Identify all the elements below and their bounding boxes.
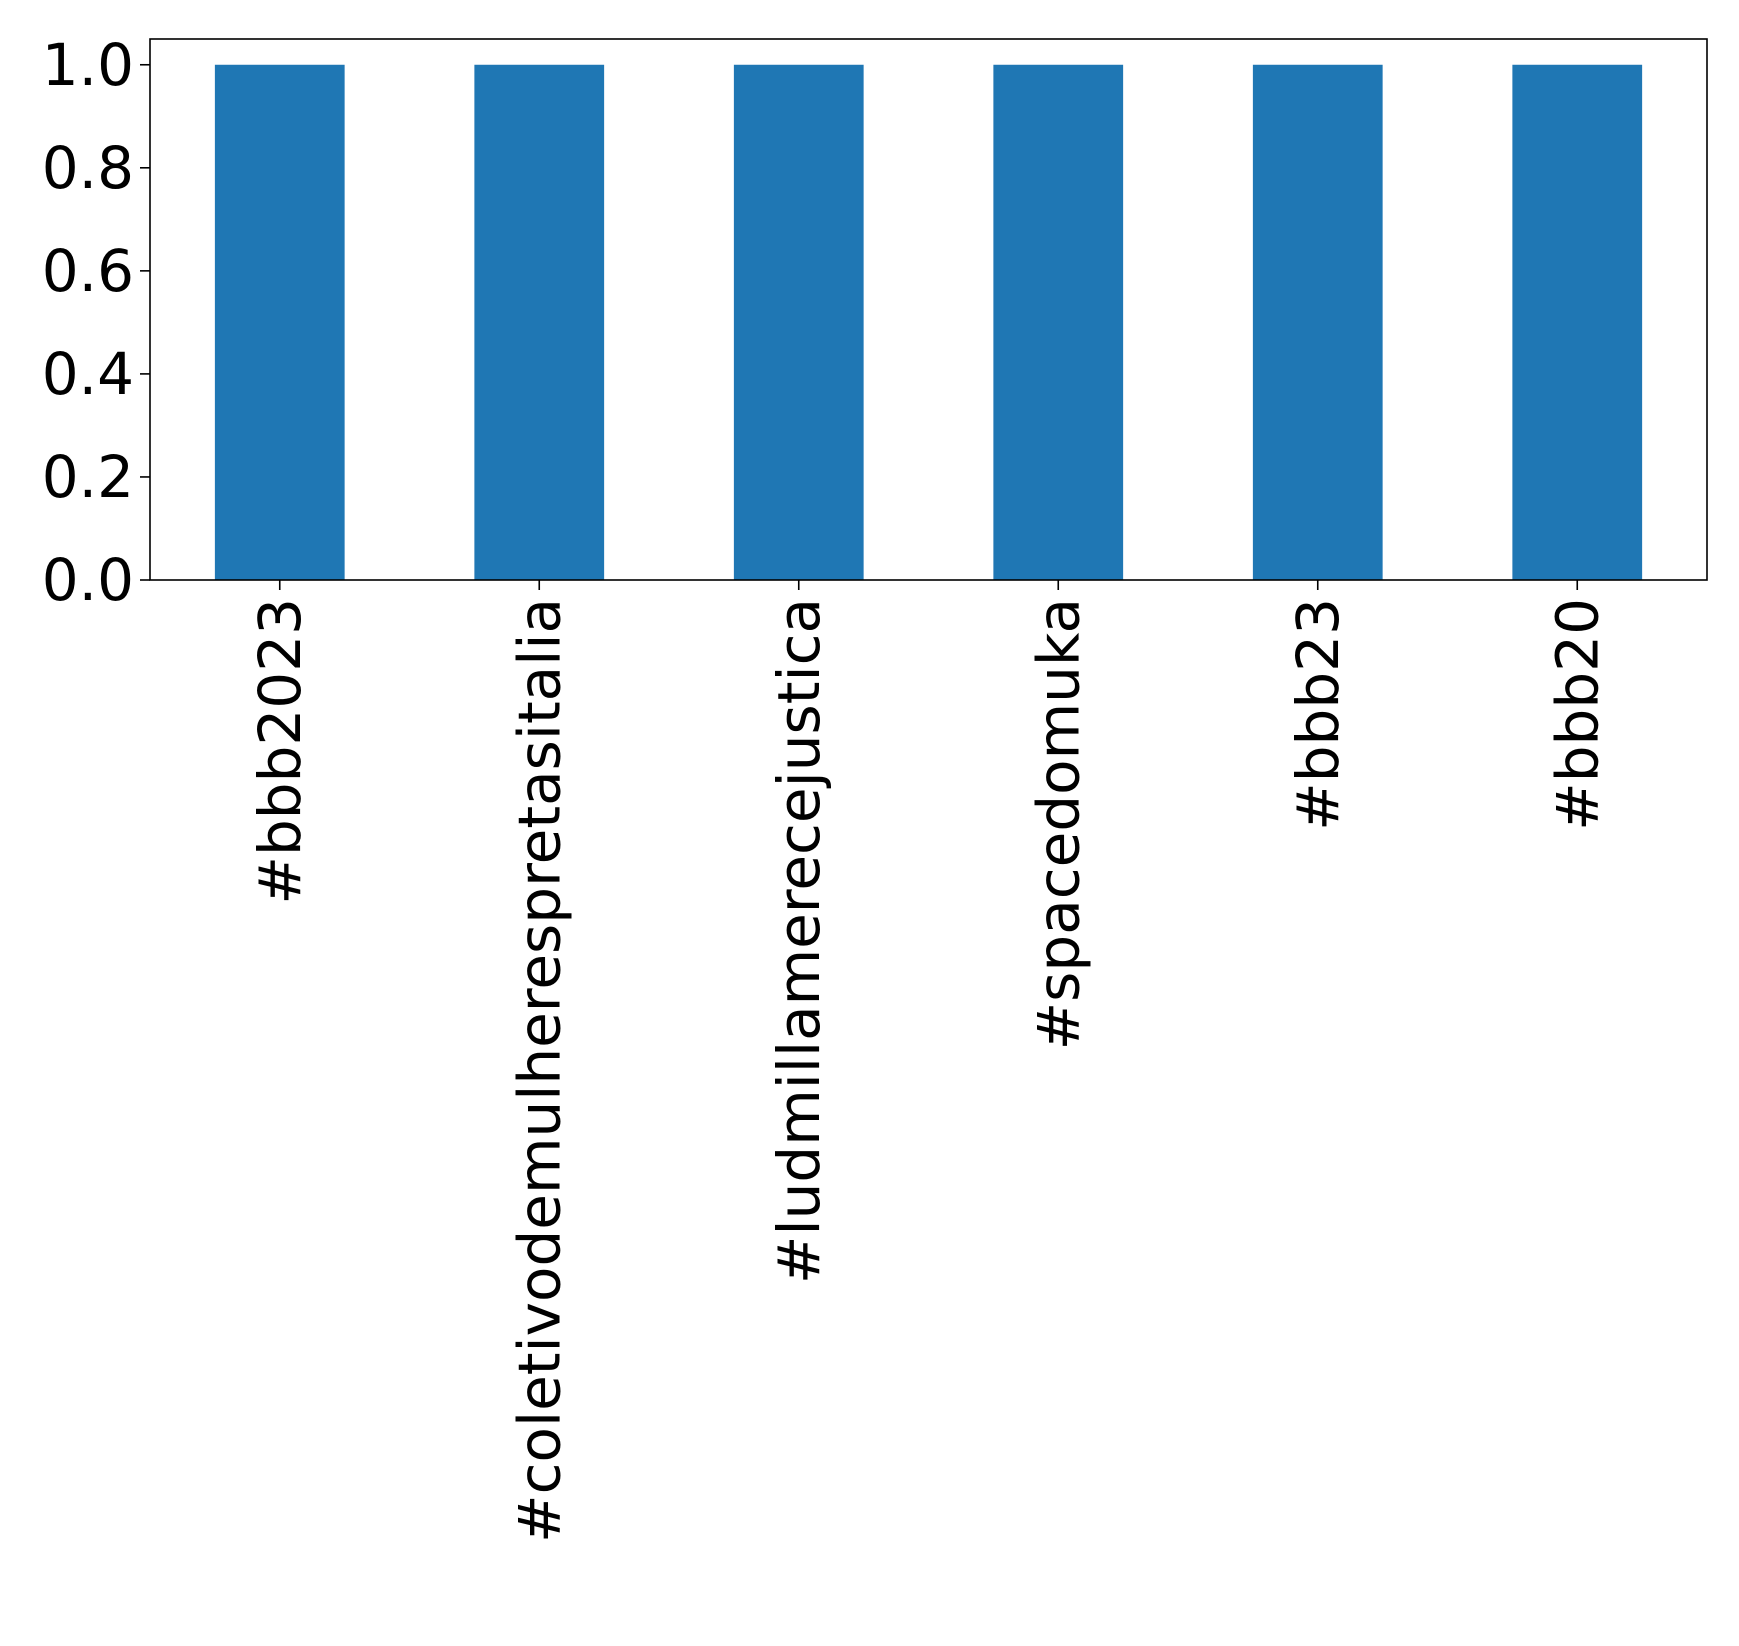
x-tick-label: #coletivodemulherespretasitalia	[505, 598, 573, 1543]
bar-6	[1512, 64, 1643, 580]
bar-4	[993, 64, 1124, 580]
bar-2	[474, 64, 605, 580]
y-tick-label: 0.6	[42, 237, 134, 305]
x-tick-label: #spacedomuka	[1024, 598, 1092, 1050]
y-tick-label: 0.4	[42, 340, 134, 408]
bar-1	[214, 64, 345, 580]
x-tick-label: #ludmillamerecejustica	[765, 598, 833, 1284]
plot-frame	[149, 38, 1708, 581]
y-tick-label: 0.0	[42, 546, 134, 614]
bar-3	[733, 64, 864, 580]
bars-layer	[214, 64, 1643, 580]
x-tick-label: #bbb23	[1284, 598, 1352, 831]
bar-5	[1252, 64, 1383, 580]
y-tick-label: 0.2	[42, 443, 134, 511]
y-tick-label: 1.0	[42, 31, 134, 99]
y-tick-label: 0.8	[42, 134, 134, 202]
x-axis: #bbb2023 #coletivodemulherespretasitalia #…	[246, 580, 1611, 1543]
x-tick-label: #bbb20	[1543, 598, 1611, 831]
x-tick-label: #bbb2023	[246, 598, 314, 905]
y-axis: 0.0 0.2 0.4 0.6 0.8 1.0	[42, 31, 150, 614]
